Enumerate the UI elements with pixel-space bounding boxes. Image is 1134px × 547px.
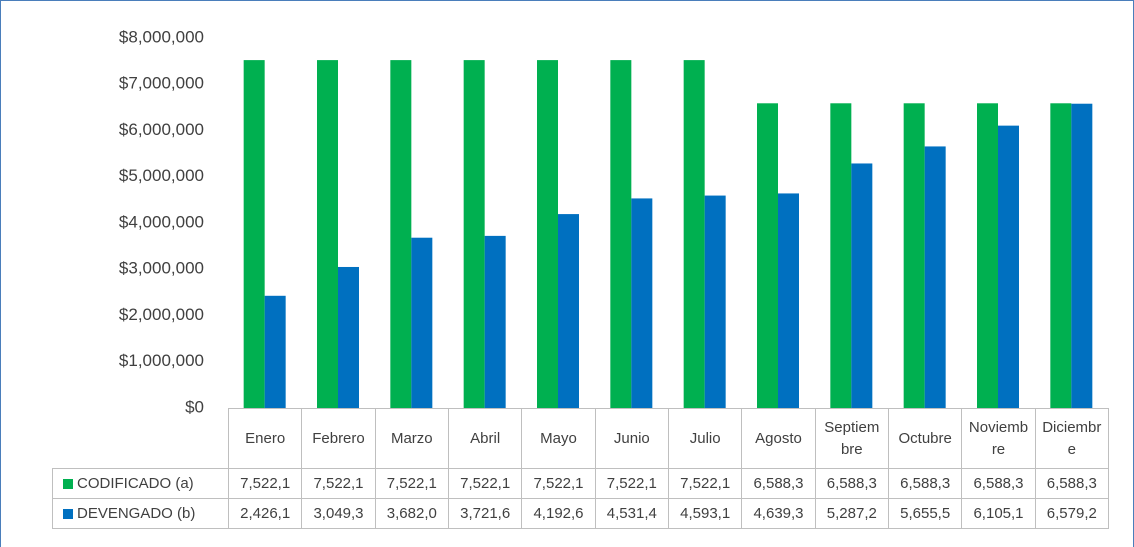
bar: [924, 146, 946, 409]
bar: [704, 195, 726, 408]
bar: [778, 193, 799, 408]
bar: [1050, 103, 1072, 408]
value-cell: 4,593,1: [668, 498, 743, 529]
bar: [830, 103, 852, 408]
bar: [338, 266, 359, 408]
category-cell: Diciembre: [1034, 408, 1109, 469]
category-cell: Marzo: [374, 408, 449, 469]
category-cell: Septiembre: [814, 408, 889, 469]
legend-swatch: [63, 508, 73, 519]
category-cell: Enero: [228, 408, 303, 469]
bar: [998, 125, 1019, 408]
category-cell: Abril: [448, 408, 523, 469]
value-cell: 6,579,2: [1034, 498, 1109, 529]
value-cell: 7,522,1: [448, 468, 523, 499]
y-tick-label: $5,000,000: [119, 166, 204, 185]
y-tick-label: $7,000,000: [119, 74, 204, 93]
bar: [390, 60, 412, 408]
value-cell: 6,588,3: [814, 468, 889, 499]
bar: [903, 103, 925, 408]
value-cell: 3,721,6: [448, 498, 523, 529]
category-cell: Febrero: [301, 408, 376, 469]
category-cell: Octubre: [888, 408, 963, 469]
bar: [683, 60, 705, 408]
bar: [1071, 103, 1093, 408]
legend-entry: CODIFICADO (a): [52, 468, 229, 499]
y-tick-label: $8,000,000: [119, 27, 204, 46]
bar: [484, 235, 506, 408]
bar: [463, 60, 485, 408]
value-cell: 7,522,1: [668, 468, 743, 499]
bar: [757, 103, 778, 408]
bar: [631, 198, 653, 408]
legend-label: DEVENGADO (b): [77, 504, 196, 522]
y-tick-label: $1,000,000: [119, 351, 204, 370]
value-cell: 2,426,1: [228, 498, 303, 529]
value-cell: 4,192,6: [521, 498, 596, 529]
bar: [851, 163, 873, 408]
bar: [558, 214, 579, 408]
bar: [610, 60, 632, 408]
value-cell: 7,522,1: [374, 468, 449, 499]
category-cell: Agosto: [741, 408, 816, 469]
value-cell: 6,588,3: [961, 468, 1036, 499]
value-cell: 7,522,1: [521, 468, 596, 499]
legend-label: CODIFICADO (a): [77, 474, 194, 492]
category-cell: Junio: [594, 408, 669, 469]
value-cell: 5,655,5: [888, 498, 963, 529]
value-cell: 4,639,3: [741, 498, 816, 529]
value-cell: 6,588,3: [1034, 468, 1109, 499]
value-cell: 6,105,1: [961, 498, 1036, 529]
bar: [537, 60, 558, 408]
value-cell: 7,522,1: [301, 468, 376, 499]
bar: [264, 295, 286, 408]
y-tick-label: $2,000,000: [119, 305, 204, 324]
y-tick-label: $0: [185, 397, 204, 416]
category-cell: Mayo: [521, 408, 596, 469]
category-cell: Julio: [668, 408, 743, 469]
value-cell: 3,049,3: [301, 498, 376, 529]
value-cell: 7,522,1: [228, 468, 303, 499]
value-cell: 3,682,0: [374, 498, 449, 529]
value-cell: 4,531,4: [594, 498, 669, 529]
value-cell: 6,588,3: [888, 468, 963, 499]
bar: [243, 60, 265, 408]
bar: [411, 237, 433, 408]
legend-entry: DEVENGADO (b): [52, 498, 229, 529]
y-tick-label: $4,000,000: [119, 212, 204, 231]
value-cell: 7,522,1: [594, 468, 669, 499]
bar: [317, 60, 338, 408]
legend-swatch: [63, 478, 73, 489]
bar: [977, 103, 998, 408]
value-cell: 6,588,3: [741, 468, 816, 499]
y-tick-label: $6,000,000: [119, 120, 204, 139]
y-tick-label: $3,000,000: [119, 259, 204, 278]
category-cell: Noviembre: [961, 408, 1036, 469]
value-cell: 5,287,2: [814, 498, 889, 529]
